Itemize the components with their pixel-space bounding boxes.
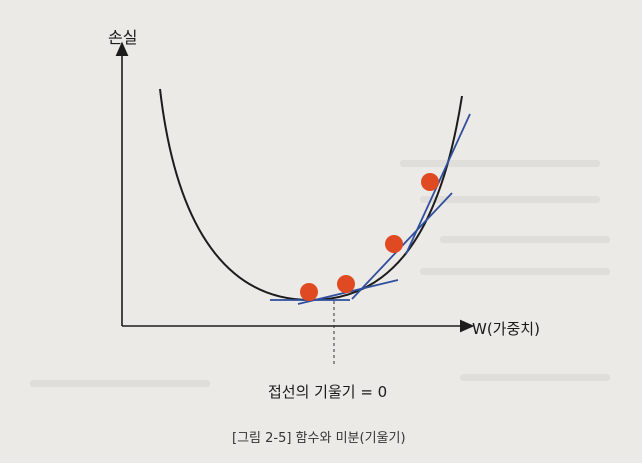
data-point — [337, 275, 355, 293]
show-through-line — [420, 268, 610, 275]
show-through-line — [460, 374, 610, 381]
show-through-line — [400, 160, 600, 167]
show-through-line — [420, 196, 600, 203]
data-point — [421, 173, 439, 191]
show-through-line — [440, 236, 610, 243]
show-through-line — [30, 380, 210, 387]
x-axis-label: W(가중치) — [472, 320, 540, 338]
data-point — [385, 235, 403, 253]
data-point — [300, 283, 318, 301]
y-axis-label: 손실 — [108, 28, 138, 47]
figure-caption: [그림 2-5] 함수와 미분(기울기) — [232, 431, 406, 446]
loss-curve — [159, 88, 463, 302]
slope-annotation: 접선의 기울기 = 0 — [268, 383, 388, 401]
